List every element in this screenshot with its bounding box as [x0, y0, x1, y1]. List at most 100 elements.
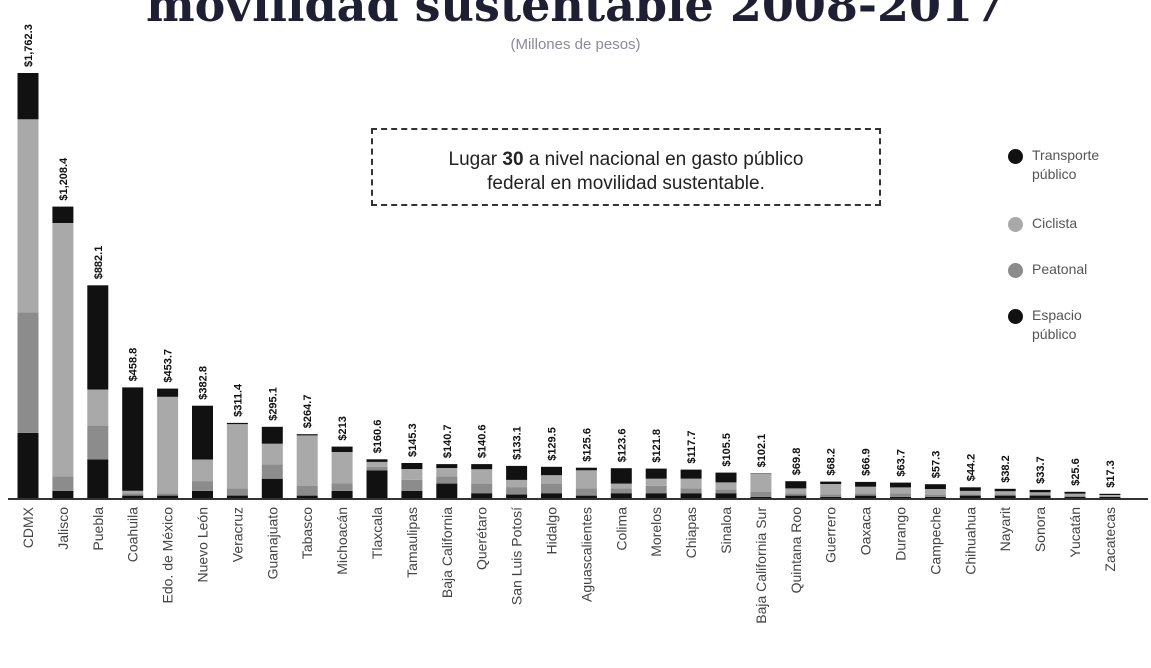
value-label-sonora: $33.7	[1035, 456, 1047, 484]
category-label-zacatecas: Zacatecas	[1102, 507, 1118, 572]
value-label-queretaro: $140.6	[477, 424, 489, 458]
bar-segment-nuevo-leon-espacio-publico	[192, 490, 213, 498]
category-label-edo-de-mexico: Edo. de México	[160, 507, 176, 604]
value-label-nayarit: $38.2	[1000, 455, 1012, 483]
bar-segment-tabasco-espacio-publico	[296, 495, 318, 498]
bar-segment-durango-espacio-publico	[890, 496, 911, 498]
value-label-puebla: $882.1	[93, 246, 105, 280]
value-label-chihuahua: $44.2	[965, 454, 977, 482]
category-label-tlaxcala: Tlaxcala	[369, 507, 385, 559]
callout-line-1: Lugar 30 a nivel nacional en gasto públi…	[373, 148, 879, 172]
bar-segment-baja-california-ciclista	[436, 467, 458, 477]
bar-segment-tamaulipas-espacio-publico	[401, 490, 423, 498]
value-label-hidalgo: $129.5	[547, 427, 559, 461]
bar-segment-baja-california-peatonal	[436, 476, 458, 484]
bar-segment-hidalgo-transporte-publico	[541, 466, 562, 476]
value-label-oaxaca: $66.9	[861, 448, 873, 476]
bar-segment-tamaulipas-peatonal	[401, 479, 423, 491]
bar-segment-aguascalientes-transporte-publico	[575, 467, 597, 471]
bar-segment-tlaxcala-transporte-publico	[366, 459, 388, 462]
category-label-chihuahua: Chihuahua	[962, 507, 978, 575]
value-label-nuevo-leon: $382.8	[198, 366, 210, 400]
callout-text-after: a nivel nacional en gasto público	[523, 149, 804, 170]
legend-swatch-transporte	[1008, 149, 1023, 164]
bar-segment-aguascalientes-espacio-publico	[575, 495, 597, 498]
category-label-aguascalientes: Aguascalientes	[578, 507, 594, 602]
bar-segment-nayarit-espacio-publico	[994, 495, 1016, 498]
bar-segment-tlaxcala-peatonal	[366, 466, 388, 471]
bar-segment-chiapas-espacio-publico	[680, 493, 702, 498]
bar-segment-queretaro-ciclista	[471, 469, 493, 484]
bar-segment-tamaulipas-transporte-publico	[401, 463, 423, 469]
legend-swatch-espacio	[1008, 309, 1023, 324]
legend-label-peatonal-line1: Peatonal	[1032, 261, 1088, 277]
bar-segment-michoacan-transporte-publico	[331, 446, 353, 453]
value-label-colima: $123.6	[616, 429, 628, 463]
bar-segment-nayarit-ciclista	[994, 491, 1016, 495]
chart-subtitle: (Millones de pesos)	[510, 36, 641, 53]
bar-segment-baja-california-sur-transporte-publico	[750, 473, 772, 474]
legend-label-espacio-line2: público	[1032, 326, 1077, 342]
callout-text-before: Lugar	[448, 149, 503, 170]
bar-segment-veracruz-ciclista	[226, 424, 248, 489]
bar-segment-oaxaca-espacio-publico	[855, 495, 877, 498]
bar-segment-sonora-transporte-publico	[1029, 489, 1051, 493]
bar-segment-veracruz-transporte-publico	[226, 422, 248, 425]
bar-segment-chihuahua-ciclista	[959, 491, 981, 495]
bar-segment-michoacan-ciclista	[331, 452, 353, 484]
bar-segment-guerrero-espacio-publico	[820, 496, 842, 498]
value-label-morelos: $121.8	[651, 429, 663, 463]
bar-segment-hidalgo-ciclista	[541, 475, 562, 484]
value-label-chiapas: $117.7	[686, 431, 698, 464]
value-label-zacatecas: $17.3	[1105, 460, 1117, 488]
bar-segment-tamaulipas-ciclista	[401, 469, 423, 480]
bar-segment-jalisco-espacio-publico	[52, 490, 74, 498]
bar-segment-edo-de-mexico-ciclista	[157, 396, 179, 494]
bar-segment-nayarit-peatonal	[994, 494, 1016, 496]
bar-segment-aguascalientes-ciclista	[575, 470, 597, 489]
bar-segment-morelos-ciclista	[645, 478, 667, 486]
bar-segment-baja-california-espacio-publico	[436, 483, 458, 498]
bar-segment-coahuila-espacio-publico	[122, 495, 144, 498]
bar-segment-cdmx-espacio-publico	[17, 432, 39, 498]
bar-segment-edo-de-mexico-transporte-publico	[157, 388, 179, 397]
bar-segment-jalisco-ciclista	[52, 223, 74, 477]
bar-segment-cdmx-ciclista	[17, 119, 39, 313]
category-label-durango: Durango	[893, 507, 909, 561]
bar-segment-queretaro-transporte-publico	[471, 464, 493, 470]
bar-segment-guanajuato-peatonal	[261, 464, 283, 479]
bar-segment-queretaro-espacio-publico	[471, 493, 493, 498]
bar-segment-colima-ciclista	[610, 483, 632, 489]
value-label-tabasco: $264.7	[302, 395, 314, 429]
bar-segment-nuevo-leon-ciclista	[192, 459, 213, 482]
value-label-aguascalientes: $125.6	[581, 428, 593, 462]
value-label-tamaulipas: $145.3	[407, 423, 419, 457]
category-label-oaxaca: Oaxaca	[858, 507, 874, 555]
bar-segment-durango-peatonal	[890, 493, 911, 497]
bar-segment-san-luis-potosi-espacio-publico	[506, 494, 528, 498]
category-label-morelos: Morelos	[648, 507, 664, 557]
legend-label-espacio-line1: Espacio	[1032, 307, 1082, 323]
bar-segment-coahuila-ciclista	[122, 490, 144, 494]
category-label-guerrero: Guerrero	[823, 507, 839, 563]
value-label-veracruz: $311.4	[232, 383, 244, 417]
bar-segment-colima-peatonal	[610, 488, 632, 494]
ranking-callout: Lugar 30 a nivel nacional en gasto públi…	[371, 128, 881, 206]
bar-segment-quintana-roo-espacio-publico	[785, 495, 807, 498]
bar-segment-quintana-roo-transporte-publico	[785, 481, 807, 489]
chart-title: movilidad sustentable 2008-2017	[146, 0, 1005, 32]
value-label-edo-de-mexico: $453.7	[163, 349, 175, 383]
category-label-hidalgo: Hidalgo	[544, 507, 560, 555]
legend-swatch-ciclista	[1008, 217, 1023, 232]
bar-segment-michoacan-espacio-publico	[331, 490, 353, 498]
bar-segment-sonora-ciclista	[1029, 492, 1051, 495]
bar-segment-jalisco-peatonal	[52, 476, 74, 491]
legend-label-transporte-line2: público	[1032, 166, 1077, 182]
bar-segment-sinaloa-transporte-publico	[715, 472, 737, 483]
category-label-quintana-roo: Quintana Roo	[788, 507, 804, 594]
bar-segment-jalisco-transporte-publico	[52, 206, 74, 223]
bar-segment-durango-ciclista	[890, 487, 911, 494]
value-labels-group: $1,762.3 $1,208.4 $882.1 $458.8 $453.7 $382.8…	[23, 24, 1117, 488]
bar-segment-guanajuato-transporte-publico	[261, 426, 283, 444]
bar-segment-coahuila-transporte-publico	[122, 387, 144, 491]
